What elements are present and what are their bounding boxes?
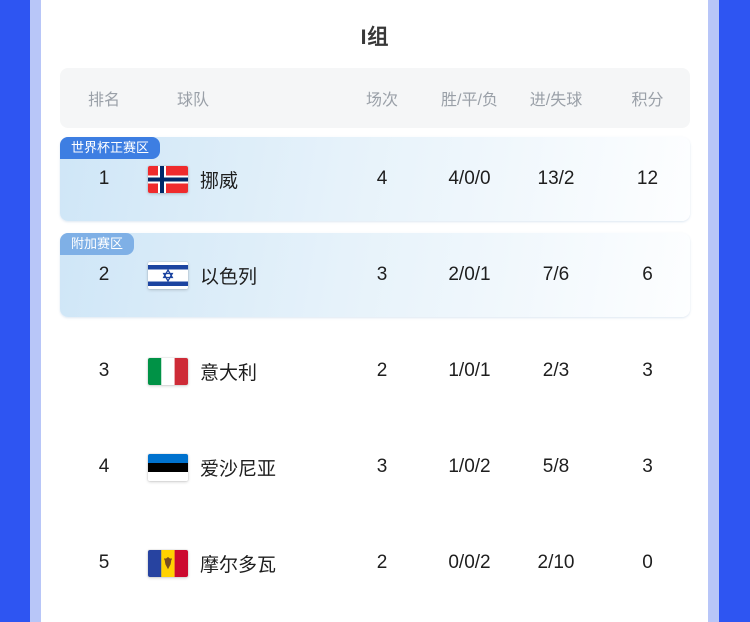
- matches-value: 4: [376, 168, 388, 189]
- team-cell: 摩尔多瓦: [148, 549, 332, 577]
- team-name: 爱沙尼亚: [200, 458, 277, 480]
- win-draw-loss-value: 2/0/1: [448, 264, 491, 285]
- table-row[interactable]: 5 摩尔多瓦 2 0/0/2 2/10 0: [60, 515, 690, 611]
- win-draw-loss-value: 1/0/2: [448, 456, 491, 477]
- team-name: 以色列: [200, 266, 258, 288]
- win-draw-loss-value: 0/0/2: [448, 552, 491, 573]
- points-value: 3: [642, 360, 653, 381]
- header-points: 积分: [631, 92, 664, 109]
- team-cell: 爱沙尼亚: [148, 453, 332, 481]
- header-rank: 排名: [87, 92, 120, 109]
- right-border-light: [708, 0, 719, 622]
- points-value: 6: [642, 264, 653, 285]
- matches-value: 3: [376, 456, 388, 477]
- goals-value: 7/6: [542, 264, 570, 285]
- team-cell: 以色列: [148, 261, 332, 289]
- goals-value: 2/3: [542, 360, 570, 381]
- header-matches: 场次: [365, 92, 398, 109]
- table-row[interactable]: 世界杯正赛区 1 挪威 4 4/0/0 13/2 12: [60, 131, 690, 227]
- standings-panel: I组 排名 球队 场次 胜/平/负 进/失球 积分 世界杯正赛区 1 挪威 4 …: [60, 0, 690, 611]
- goals-value: 5/8: [542, 456, 570, 477]
- table-row[interactable]: 附加赛区 2 以色列 3 2/0/1 7/6 6: [60, 227, 690, 323]
- table-row[interactable]: 4 爱沙尼亚 3 1/0/2 5/8 3: [60, 419, 690, 515]
- group-title: I组: [360, 26, 390, 49]
- team-name: 意大利: [200, 362, 258, 384]
- table-header: 排名 球队 场次 胜/平/负 进/失球 积分: [60, 68, 690, 128]
- right-border-dark: [719, 0, 750, 622]
- left-border-light: [30, 0, 41, 622]
- rank-value: 2: [98, 264, 110, 285]
- goals-value: 2/10: [537, 552, 575, 573]
- team-name: 摩尔多瓦: [200, 554, 277, 576]
- moldova-flag-icon: [148, 549, 188, 577]
- header-team: 球队: [177, 92, 210, 109]
- header-goals: 进/失球: [529, 92, 583, 109]
- israel-flag-icon: [148, 261, 188, 289]
- win-draw-loss-value: 1/0/1: [448, 360, 491, 381]
- points-value: 12: [636, 168, 659, 189]
- norway-flag-icon: [148, 165, 188, 193]
- matches-value: 2: [376, 552, 388, 573]
- rank-value: 3: [98, 360, 110, 381]
- matches-value: 3: [376, 264, 388, 285]
- table-row[interactable]: 3 意大利 2 1/0/1 2/3 3: [60, 323, 690, 419]
- points-value: 0: [642, 552, 653, 573]
- left-border-dark: [0, 0, 30, 622]
- team-name: 挪威: [200, 170, 239, 192]
- rank-value: 1: [98, 168, 110, 189]
- italy-flag-icon: [148, 357, 188, 385]
- header-win-draw-loss: 胜/平/负: [441, 92, 498, 109]
- matches-value: 2: [376, 360, 388, 381]
- points-value: 3: [642, 456, 653, 477]
- win-draw-loss-value: 4/0/0: [448, 168, 491, 189]
- zone-badge: 附加赛区: [60, 233, 135, 255]
- zone-badge: 世界杯正赛区: [60, 137, 161, 159]
- rank-value: 5: [98, 552, 110, 573]
- rank-value: 4: [98, 456, 110, 477]
- team-cell: 意大利: [148, 357, 332, 385]
- table-body: 世界杯正赛区 1 挪威 4 4/0/0 13/2 12 附加赛区 2 以色列 3…: [60, 131, 690, 611]
- goals-value: 13/2: [537, 168, 575, 189]
- estonia-flag-icon: [148, 453, 188, 481]
- team-cell: 挪威: [148, 165, 332, 193]
